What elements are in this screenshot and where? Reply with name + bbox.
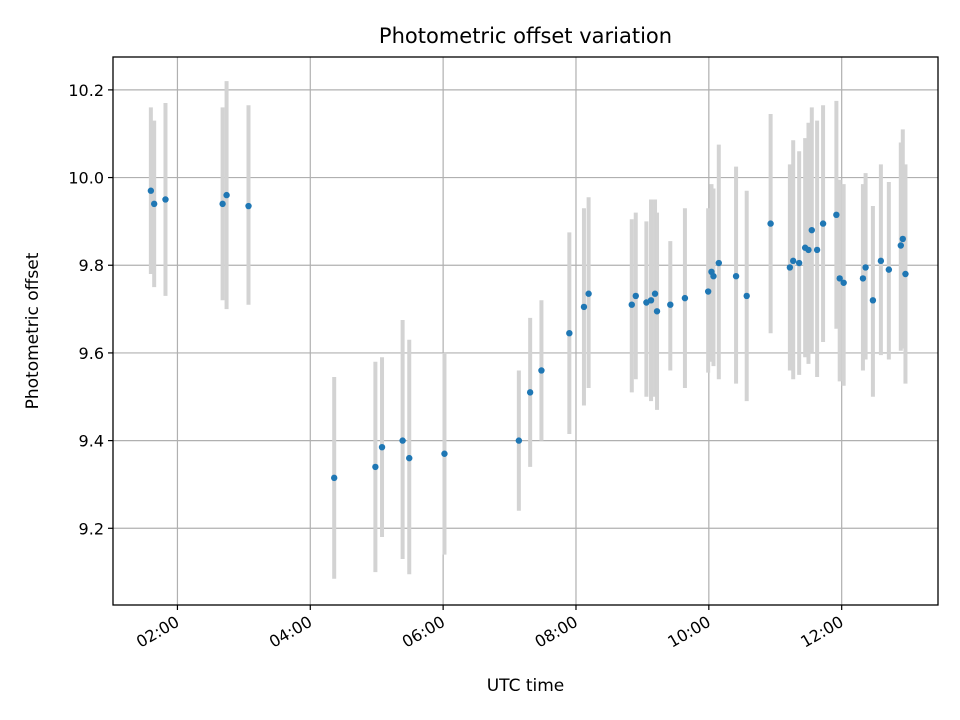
data-point xyxy=(732,273,740,280)
data-point xyxy=(647,297,655,304)
data-point xyxy=(902,270,909,278)
data-point xyxy=(704,288,712,295)
plot-frame xyxy=(112,56,939,606)
data-point xyxy=(566,329,573,337)
y-tick-label: 9.6 xyxy=(79,344,104,363)
data-point xyxy=(147,187,155,194)
data-point xyxy=(632,292,639,300)
data-point xyxy=(372,463,379,471)
data-point xyxy=(819,220,827,227)
data-point xyxy=(330,474,338,482)
x-axis-label: UTC time xyxy=(487,676,565,696)
data-point xyxy=(628,301,635,308)
y-axis-label: Photometric offset xyxy=(23,252,43,409)
data-point xyxy=(789,257,797,265)
data-point xyxy=(515,437,523,444)
data-point xyxy=(859,275,867,282)
data-point xyxy=(653,308,661,315)
y-tick-label: 9.2 xyxy=(79,519,104,538)
data-point xyxy=(885,266,893,273)
data-points xyxy=(147,187,909,482)
data-point xyxy=(526,389,534,396)
data-point xyxy=(245,202,252,210)
data-point xyxy=(710,273,717,280)
data-point xyxy=(862,264,869,271)
data-point xyxy=(899,235,906,243)
data-point xyxy=(378,443,386,451)
data-point xyxy=(767,220,774,227)
data-point xyxy=(836,275,843,282)
data-point xyxy=(681,294,689,302)
data-point xyxy=(813,246,821,254)
data-point xyxy=(406,454,413,462)
data-point xyxy=(743,292,750,300)
data-point xyxy=(877,257,885,265)
data-point xyxy=(805,246,812,254)
data-point xyxy=(223,191,230,199)
y-tick-label: 10.2 xyxy=(68,81,104,100)
y-tick-label: 9.8 xyxy=(79,256,104,275)
data-point xyxy=(441,450,448,457)
data-point xyxy=(897,242,905,249)
data-point xyxy=(219,200,226,208)
data-point xyxy=(150,200,158,208)
data-point xyxy=(538,367,545,374)
y-tick-label: 9.4 xyxy=(79,432,104,451)
data-point xyxy=(786,264,794,271)
data-point xyxy=(795,259,803,267)
data-point xyxy=(667,301,674,308)
data-point xyxy=(162,196,169,203)
data-point xyxy=(651,290,659,297)
data-point xyxy=(840,279,847,286)
data-point xyxy=(585,290,592,297)
y-tick-label: 10.0 xyxy=(68,169,104,188)
data-point xyxy=(808,226,815,234)
data-point xyxy=(869,297,877,304)
chart-title: Photometric offset variation xyxy=(379,24,672,48)
data-point xyxy=(580,303,588,311)
data-point xyxy=(399,437,406,444)
data-point xyxy=(833,211,840,219)
data-point xyxy=(715,259,722,267)
